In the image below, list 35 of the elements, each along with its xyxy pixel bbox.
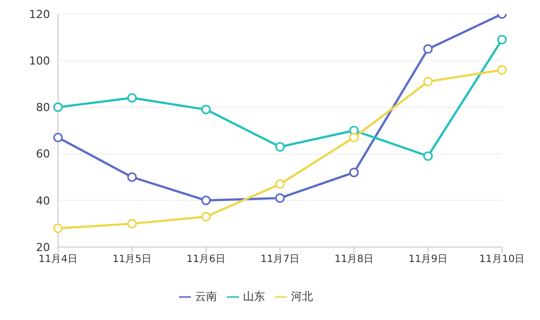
point [127,172,137,182]
point [53,132,63,142]
x-tick-label: 11月4日 [38,254,78,266]
point [423,76,433,86]
legend-label: 云南 [195,290,217,303]
x-tick-label: 11月6日 [186,254,226,266]
point [127,93,137,103]
point [201,196,211,206]
y-tick-label: 60 [36,148,50,161]
x-tick-label: 11月8日 [334,254,374,266]
point [423,44,433,54]
x-tick-label: 11月9日 [408,254,448,266]
point [275,142,285,152]
y-tick-label: 80 [36,101,50,114]
point [349,168,359,178]
point [497,34,507,44]
x-tick-label: 11月10日 [479,254,525,266]
x-tick-label: 11月5日 [112,254,152,266]
point [275,193,285,203]
y-tick-label: 40 [36,194,50,208]
y-tick-label: 100 [29,54,50,68]
x-tick-label: 11月7日 [260,254,300,266]
y-tick-label: 20 [36,240,50,254]
point [349,132,359,142]
point [127,218,137,228]
y-tick-label: 120 [29,8,50,21]
point [53,224,63,234]
point [201,212,211,222]
point [497,65,507,75]
point [423,151,433,161]
legend-label: 山东 [243,290,265,303]
point [275,179,285,189]
legend-label: 河北 [291,290,313,303]
point [53,102,63,112]
point [201,104,211,114]
